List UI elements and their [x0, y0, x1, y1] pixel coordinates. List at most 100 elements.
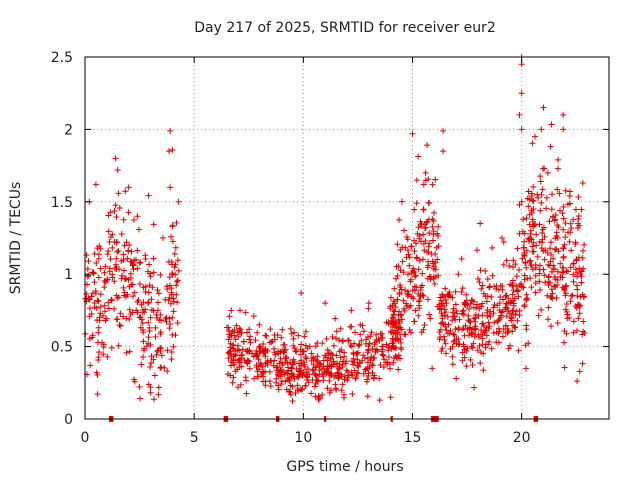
data-point [238, 351, 245, 358]
data-point [145, 319, 152, 326]
data-point [562, 290, 569, 297]
data-point [423, 219, 430, 226]
data-point [427, 276, 434, 283]
data-point [172, 244, 179, 251]
y-axis-label: SRMTID / TECUs [8, 182, 24, 295]
data-point [477, 220, 484, 227]
data-point [275, 348, 282, 355]
data-point [131, 289, 138, 296]
data-point [339, 337, 346, 344]
data-point [540, 104, 547, 111]
data-point [114, 166, 121, 173]
data-point [483, 298, 490, 305]
data-point [371, 372, 378, 379]
data-point [523, 247, 530, 254]
x-axis-label: GPS time / hours [286, 459, 403, 475]
data-point [478, 285, 485, 292]
data-point [378, 334, 385, 341]
data-point [480, 320, 487, 327]
data-point [277, 355, 284, 362]
data-point [465, 312, 472, 319]
data-point [101, 277, 108, 284]
data-point [388, 345, 395, 352]
data-point [123, 315, 130, 322]
data-point [315, 394, 322, 401]
data-point [93, 305, 100, 312]
data-point [328, 387, 335, 394]
data-point [552, 276, 559, 283]
data-point [137, 259, 144, 266]
data-point [308, 390, 315, 397]
data-point [555, 156, 562, 163]
data-point [100, 351, 107, 358]
data-point [504, 305, 511, 312]
data-point [276, 360, 283, 367]
data-point [573, 257, 580, 264]
data-point [353, 374, 360, 381]
data-point [126, 348, 133, 355]
data-point [413, 254, 420, 261]
data-point [250, 313, 257, 320]
data-point [505, 328, 512, 335]
data-point [287, 388, 294, 395]
data-point [163, 314, 170, 321]
y-tick-label: 0.5 [51, 340, 73, 356]
data-point [350, 361, 357, 368]
data-point [339, 381, 346, 388]
data-point [569, 292, 576, 299]
data-point [117, 310, 124, 317]
data-point [106, 265, 113, 272]
data-point [503, 313, 510, 320]
data-point [393, 263, 400, 270]
data-point [452, 301, 459, 308]
data-point [398, 326, 405, 333]
data-point [449, 361, 456, 368]
data-point [100, 341, 107, 348]
data-point [505, 295, 512, 302]
data-point [567, 220, 574, 227]
data-point [365, 300, 372, 307]
data-point [566, 238, 573, 245]
data-point [117, 322, 124, 329]
data-point [408, 243, 415, 250]
data-point [487, 312, 494, 319]
data-point [290, 342, 297, 349]
data-point [105, 305, 112, 312]
data-point [508, 314, 515, 321]
data-point [530, 198, 537, 205]
data-point [339, 338, 346, 345]
data-point [529, 243, 536, 250]
data-point [324, 385, 331, 392]
data-point [413, 240, 420, 247]
data-point [261, 347, 268, 354]
data-point [538, 199, 545, 206]
data-point [158, 352, 165, 359]
data-point [548, 251, 555, 258]
data-point [388, 317, 395, 324]
data-point [537, 207, 544, 214]
data-point [338, 371, 345, 378]
data-point [349, 390, 356, 397]
data-point [564, 201, 571, 208]
data-point [173, 282, 180, 289]
data-point [370, 355, 377, 362]
data-point [140, 338, 147, 345]
data-point [101, 284, 108, 291]
data-point [377, 362, 384, 369]
data-point [159, 234, 166, 241]
data-point [302, 328, 309, 335]
data-point [299, 371, 306, 378]
data-point [470, 298, 477, 305]
data-point [288, 365, 295, 372]
data-point [523, 264, 530, 271]
data-point [94, 371, 101, 378]
data-point [123, 349, 130, 356]
data-point [329, 351, 336, 358]
data-point [95, 356, 102, 363]
data-point [573, 304, 580, 311]
data-point [429, 181, 436, 188]
data-point [355, 342, 362, 349]
axis-ticks: 0 5 10 15 20 0 0.5 1 1.5 2 2.5 [51, 50, 609, 446]
data-point [226, 349, 233, 356]
data-point [482, 267, 489, 274]
